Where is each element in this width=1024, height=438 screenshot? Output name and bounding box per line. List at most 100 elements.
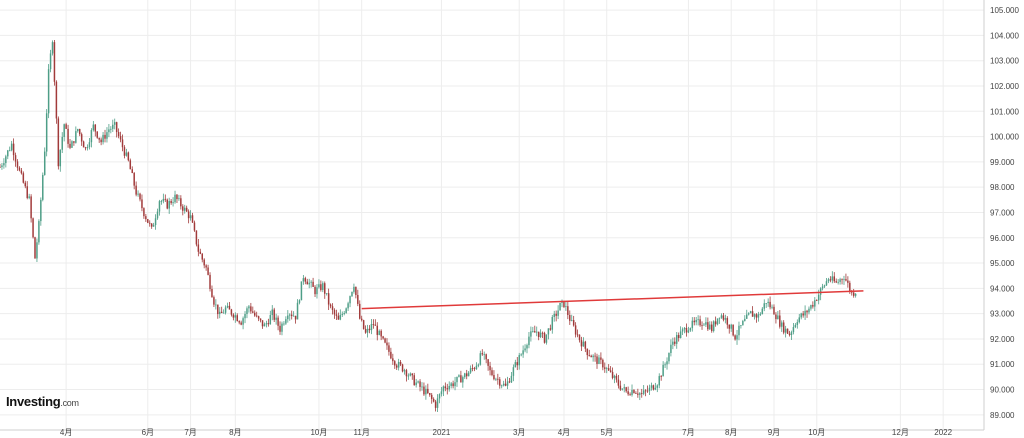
candle-down xyxy=(69,143,71,148)
y-tick-label: 96.000 xyxy=(990,234,1015,243)
candle-down xyxy=(131,169,133,173)
candle-down xyxy=(53,42,56,82)
candle-down xyxy=(357,295,359,304)
candle-up xyxy=(689,328,692,331)
candle-layer xyxy=(0,39,857,412)
candle-up xyxy=(77,129,79,132)
candle-up xyxy=(215,304,217,306)
candle-up xyxy=(683,327,686,330)
candle-down xyxy=(67,128,69,144)
candle-up xyxy=(784,328,787,333)
candle-down xyxy=(471,368,474,369)
candle-up xyxy=(823,285,826,287)
candle-down xyxy=(574,325,577,335)
candle-down xyxy=(139,193,141,200)
candle-up xyxy=(592,355,594,358)
candle-down xyxy=(833,276,836,282)
candle-up xyxy=(106,132,108,139)
candle-up xyxy=(86,147,89,149)
candle-down xyxy=(127,152,130,161)
candle-down xyxy=(372,324,375,325)
candle-down xyxy=(419,381,421,387)
y-tick-label: 90.000 xyxy=(990,386,1015,395)
candle-down xyxy=(635,393,637,394)
candle-up xyxy=(345,308,347,313)
candle-down xyxy=(232,314,235,318)
x-tick-label: 4月 xyxy=(60,428,72,437)
y-axis-tick-labels: 89.000 90.000 91.000 92.000 93.000 94.000 95.0… xyxy=(990,6,1019,420)
candle-up xyxy=(40,199,42,222)
candle-up xyxy=(598,357,600,364)
y-tick-label: 102.000 xyxy=(990,82,1019,91)
candle-up xyxy=(730,324,732,329)
candle-down xyxy=(123,147,126,156)
candle-down xyxy=(487,359,489,366)
candle-down xyxy=(567,306,569,315)
candle-up xyxy=(310,281,312,283)
candle-down xyxy=(615,375,618,380)
candle-down xyxy=(392,358,394,362)
candle-up xyxy=(761,308,764,315)
candle-up xyxy=(753,314,756,317)
candle-up xyxy=(831,276,834,281)
candle-down xyxy=(250,306,252,312)
candle-up xyxy=(113,122,116,125)
candle-down xyxy=(701,325,703,327)
candle-down xyxy=(652,385,655,390)
candle-up xyxy=(691,320,694,329)
candle-down xyxy=(386,342,388,346)
candle-down xyxy=(491,370,493,376)
axis-layer xyxy=(0,0,985,431)
candle-down xyxy=(16,161,19,168)
candle-up xyxy=(224,307,227,313)
candle-down xyxy=(693,320,695,323)
candle-down xyxy=(0,166,1,168)
candle-down xyxy=(609,370,612,372)
candle-up xyxy=(720,315,723,318)
candle-up xyxy=(613,375,616,378)
candle-up xyxy=(339,314,342,320)
x-tick-label: 8月 xyxy=(229,428,241,437)
candle-down xyxy=(534,331,536,333)
candle-down xyxy=(516,362,519,366)
candle-down xyxy=(434,401,437,408)
grid-layer xyxy=(0,0,984,430)
candle-down xyxy=(465,373,468,377)
candle-up xyxy=(49,53,52,70)
candle-down xyxy=(841,279,843,281)
candle-down xyxy=(388,345,390,352)
candle-down xyxy=(207,267,209,275)
candle-down xyxy=(382,336,384,339)
candle-up xyxy=(454,382,456,387)
candle-up xyxy=(43,151,46,175)
candle-up xyxy=(804,310,806,316)
candle-up xyxy=(38,221,40,243)
candle-down xyxy=(145,216,147,220)
candle-up xyxy=(621,388,624,390)
candle-up xyxy=(102,134,104,143)
candle-down xyxy=(209,274,211,289)
candle-down xyxy=(228,305,231,310)
brand-suffix: .com xyxy=(60,398,79,408)
candle-down xyxy=(14,155,17,162)
candle-down xyxy=(411,373,414,376)
y-tick-label: 95.000 xyxy=(990,259,1015,268)
candle-up xyxy=(747,313,750,315)
candle-down xyxy=(314,286,316,295)
candle-up xyxy=(88,142,91,148)
candle-up xyxy=(189,215,192,219)
candle-down xyxy=(485,354,487,360)
candle-up xyxy=(137,193,139,195)
candle-down xyxy=(572,320,575,326)
candle-down xyxy=(580,340,583,347)
candle-down xyxy=(143,208,145,217)
candle-down xyxy=(497,378,499,380)
candle-up xyxy=(10,143,13,151)
candle-up xyxy=(547,328,550,335)
candle-down xyxy=(405,370,408,377)
x-tick-label: 6月 xyxy=(142,428,154,437)
candle-up xyxy=(296,302,299,320)
candle-down xyxy=(563,300,565,308)
y-tick-label: 103.000 xyxy=(990,57,1019,66)
candle-down xyxy=(211,288,213,298)
